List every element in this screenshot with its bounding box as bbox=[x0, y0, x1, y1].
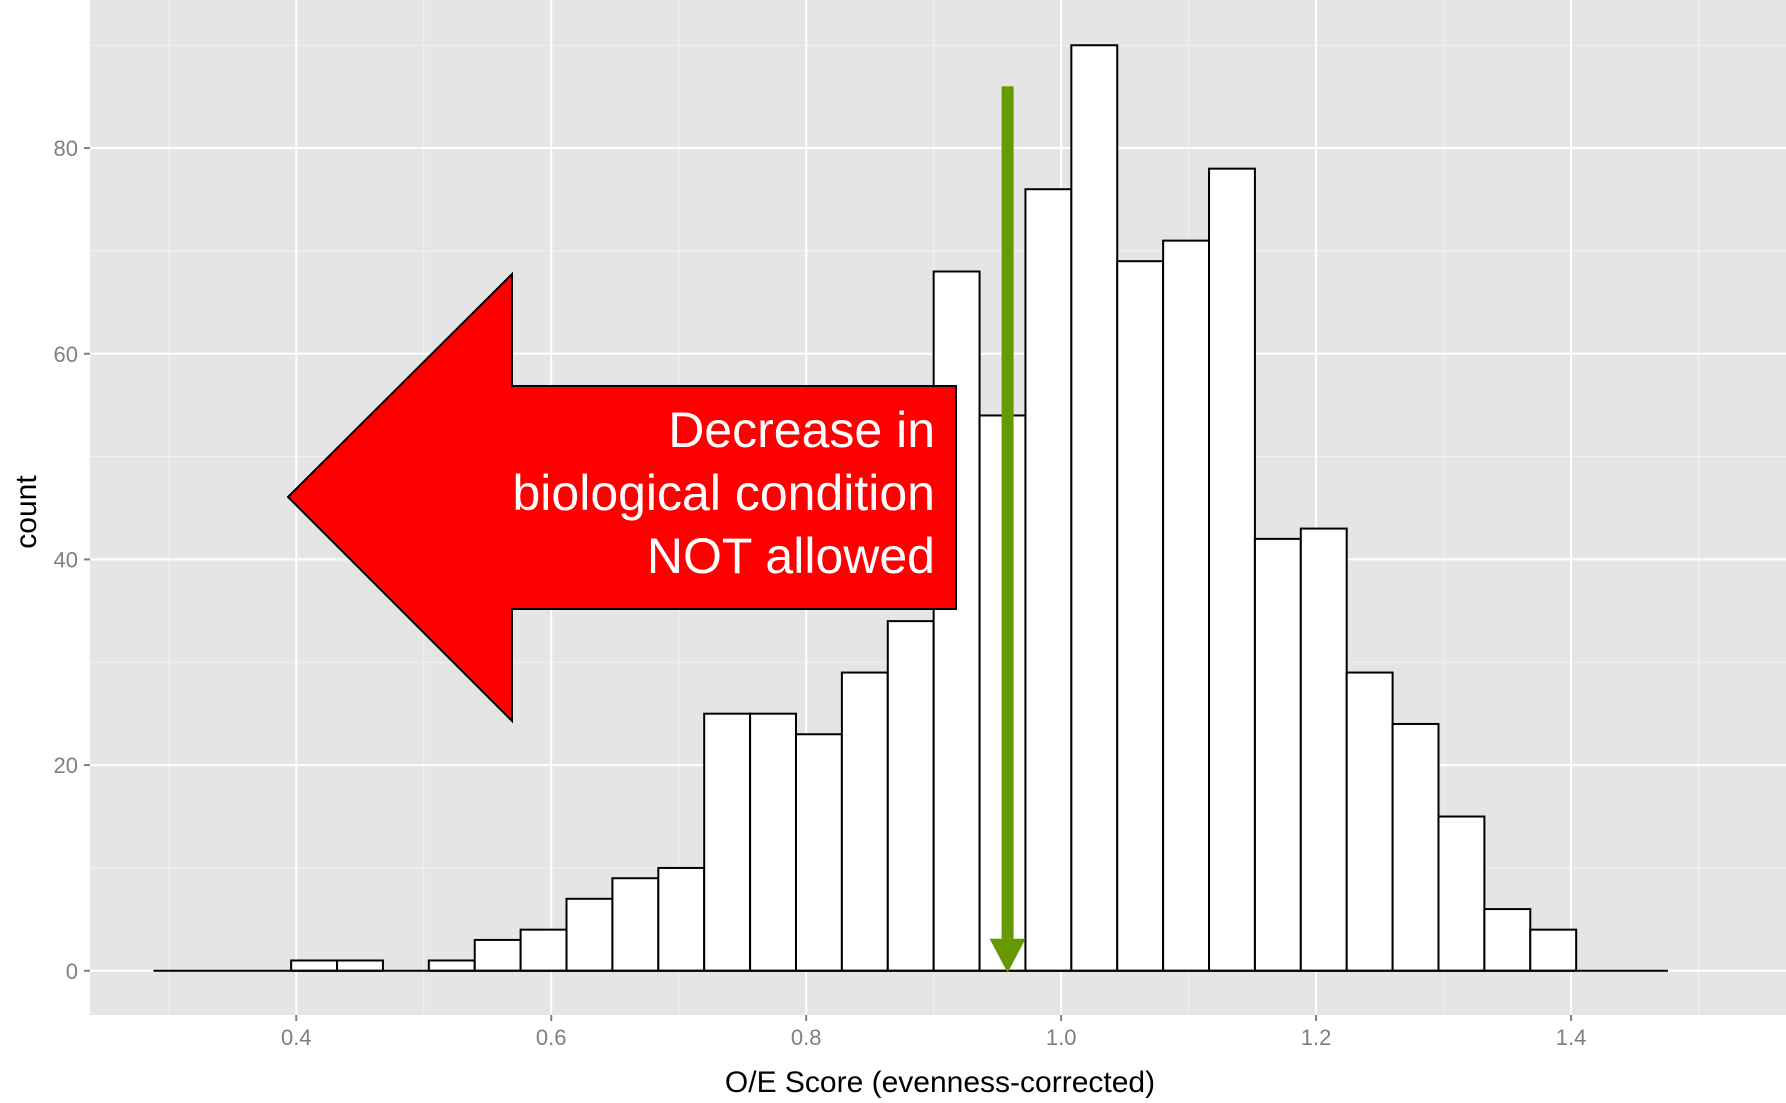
histogram-bar bbox=[1437, 815, 1486, 972]
x-tick-label: 1.4 bbox=[1556, 1025, 1587, 1050]
histogram-bar bbox=[336, 959, 384, 972]
red-arrow-annotation: Decrease in biological condition NOT all… bbox=[286, 271, 957, 724]
x-tick-label: 0.4 bbox=[281, 1025, 312, 1050]
histogram-bar bbox=[611, 877, 660, 972]
x-axis-title: O/E Score (evenness-corrected) bbox=[725, 1066, 1155, 1099]
histogram-bar bbox=[1391, 722, 1440, 972]
histogram-bar bbox=[703, 712, 752, 972]
histogram-bar bbox=[1116, 260, 1165, 972]
histogram-bar bbox=[1208, 167, 1256, 972]
histogram-bar bbox=[749, 712, 797, 972]
histogram-bar bbox=[932, 270, 981, 972]
histogram-bar bbox=[794, 733, 843, 972]
y-tick-label: 40 bbox=[54, 547, 78, 572]
x-tick-label: 0.8 bbox=[791, 1025, 822, 1050]
red-arrow-text-line-1: Decrease in bbox=[668, 402, 935, 458]
histogram-bar bbox=[473, 938, 522, 972]
green-arrow-shaft bbox=[1001, 86, 1014, 939]
x-tick-label: 1.0 bbox=[1046, 1025, 1077, 1050]
x-axis-ticks: 0.4 0.6 0.8 1.0 1.2 1.4 bbox=[281, 1015, 1586, 1050]
histogram-bar bbox=[1345, 671, 1394, 972]
histogram-bar bbox=[657, 866, 706, 972]
histogram-bar bbox=[1529, 928, 1578, 972]
y-tick-label: 60 bbox=[54, 342, 78, 367]
histogram-bar bbox=[886, 620, 935, 972]
y-axis-ticks: 0 20 40 60 80 bbox=[54, 136, 90, 984]
histogram-bar bbox=[1483, 908, 1532, 972]
histogram-bar bbox=[1070, 44, 1119, 972]
histogram-bar bbox=[840, 671, 889, 972]
y-tick-label: 20 bbox=[54, 753, 78, 778]
histogram-bar bbox=[427, 959, 476, 972]
y-tick-label: 0 bbox=[66, 959, 78, 984]
histogram-bar bbox=[519, 928, 568, 972]
x-tick-label: 0.6 bbox=[536, 1025, 567, 1050]
red-arrow-shape bbox=[286, 271, 957, 724]
histogram-bar bbox=[1253, 537, 1302, 972]
histogram-bar bbox=[1024, 188, 1073, 972]
green-arrow bbox=[989, 86, 1026, 973]
red-arrow-text-line-3: NOT allowed bbox=[647, 528, 935, 584]
y-axis-title: count bbox=[10, 475, 43, 549]
red-arrow-text-line-2: biological condition bbox=[512, 465, 935, 521]
histogram-bar bbox=[1162, 239, 1211, 972]
green-arrow-head bbox=[989, 938, 1026, 973]
y-tick-label: 80 bbox=[54, 136, 78, 161]
x-tick-label: 1.2 bbox=[1301, 1025, 1332, 1050]
histogram-bar bbox=[565, 897, 614, 972]
histogram-bar bbox=[290, 959, 339, 972]
histogram-bar bbox=[1299, 527, 1348, 972]
